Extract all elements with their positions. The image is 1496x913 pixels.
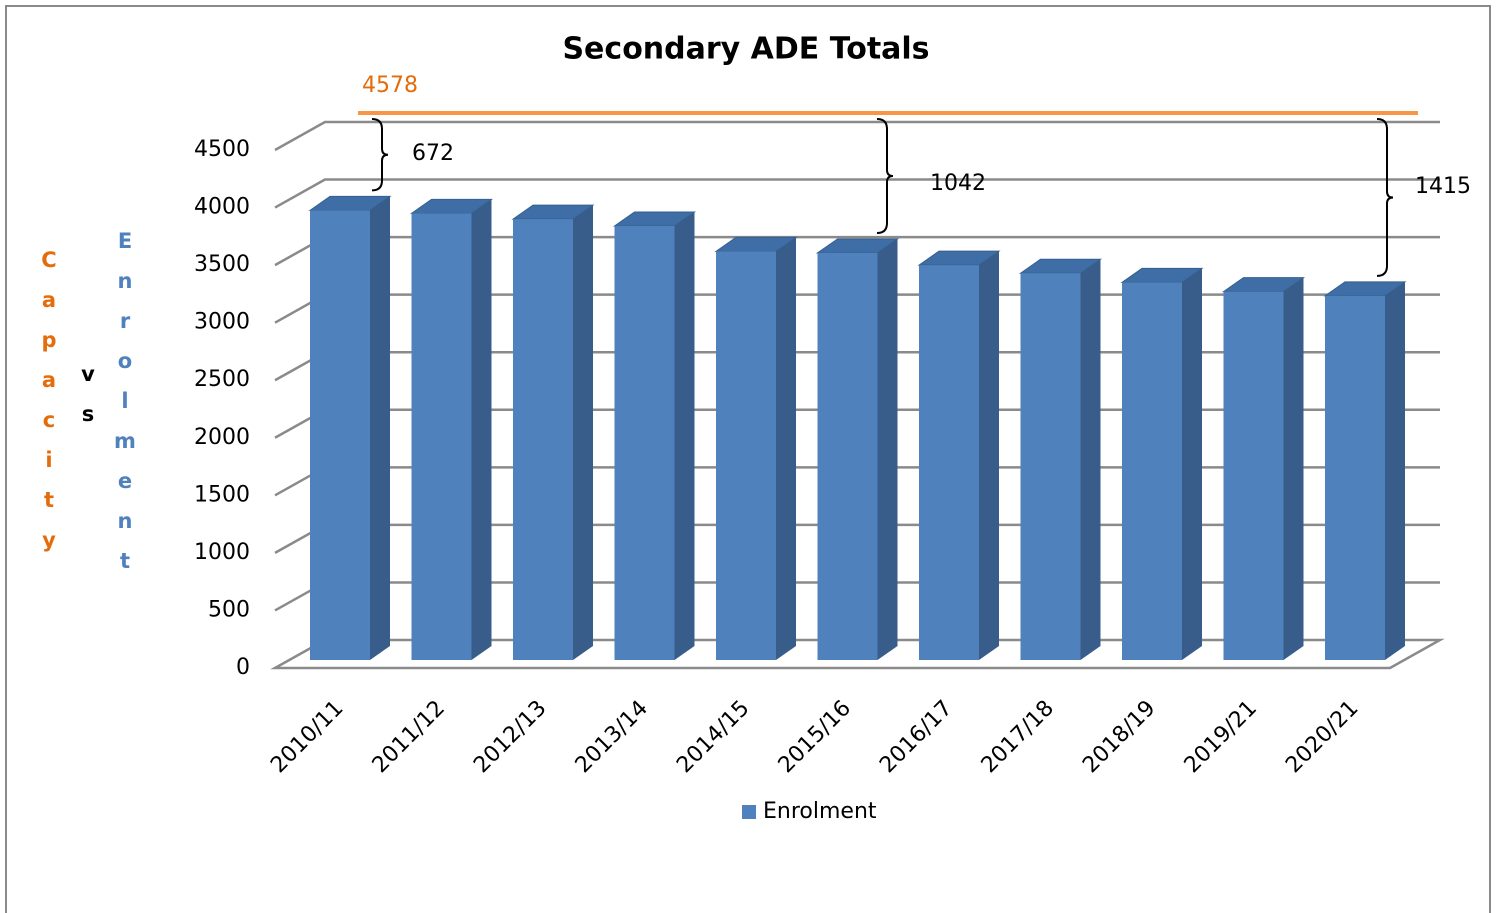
bar	[1122, 282, 1182, 660]
x-tick-label: 2011/12	[368, 696, 450, 778]
y-label-capacity: Capacity	[37, 248, 61, 568]
bar-side	[776, 237, 796, 660]
x-tick-label: 2018/19	[1078, 696, 1160, 778]
chart-frame	[5, 5, 1491, 913]
brace	[1376, 118, 1394, 277]
bar	[1325, 295, 1385, 660]
y-tick-label: 500	[208, 597, 250, 622]
bar	[1020, 273, 1081, 660]
x-tick-label: 2010/11	[266, 696, 348, 778]
annotation: 1042	[930, 171, 986, 196]
bar-top	[1221, 277, 1306, 293]
bar	[411, 213, 472, 660]
x-tick-label: 2014/15	[672, 696, 754, 778]
y-tick-label: 4500	[194, 137, 250, 162]
y-tick-label: 2500	[194, 367, 250, 392]
x-tick-label: 2020/21	[1281, 696, 1363, 778]
brace	[371, 118, 389, 192]
bar	[513, 219, 573, 660]
x-tick-label: 2016/17	[875, 696, 957, 778]
y-tick-label: 1000	[194, 540, 250, 565]
y-tick-label: 1500	[194, 482, 250, 507]
x-tick-label: 2013/14	[571, 696, 653, 778]
bar-side	[1283, 277, 1304, 660]
brace	[876, 118, 894, 234]
bar-side	[877, 238, 898, 661]
annotation: 1415	[1415, 174, 1471, 199]
bar-top	[612, 211, 697, 227]
bar	[614, 226, 675, 660]
x-tick-label: 2019/21	[1180, 696, 1262, 778]
bar-side	[573, 205, 593, 660]
grid-line	[274, 178, 1440, 209]
y-tick-label: 3000	[194, 310, 250, 335]
y-label-vs: vs	[76, 362, 100, 442]
y-tick-label: 4000	[194, 195, 250, 220]
floor	[270, 638, 1445, 670]
bar-side	[471, 199, 492, 660]
bar-top	[815, 238, 900, 254]
bar	[919, 265, 979, 660]
bar-side	[1182, 268, 1202, 660]
x-tick-label: 2012/13	[469, 696, 551, 778]
capacity-label: 4578	[362, 73, 418, 98]
y-tick-label: 0	[236, 655, 250, 680]
legend-swatch	[742, 805, 756, 819]
bar-side	[370, 196, 390, 660]
bar-side	[674, 212, 695, 660]
bar	[716, 251, 776, 660]
x-tick-label: 2015/16	[774, 696, 856, 778]
bar-side	[1385, 281, 1405, 660]
chart-title: Secondary ADE Totals	[562, 32, 929, 67]
bar	[1223, 291, 1284, 660]
y-label-enrolment: Enrolment	[113, 229, 137, 589]
bar	[817, 252, 878, 661]
grid-line	[274, 120, 1440, 152]
bar	[310, 210, 370, 660]
y-tick-label: 2000	[194, 425, 250, 450]
bar-top	[511, 204, 595, 220]
y-tick-label: 3500	[194, 252, 250, 277]
annotation: 672	[412, 141, 454, 166]
bar-side	[1080, 259, 1101, 660]
legend-label: Enrolment	[763, 799, 877, 824]
x-tick-label: 2017/18	[977, 696, 1059, 778]
bar-side	[979, 251, 999, 660]
